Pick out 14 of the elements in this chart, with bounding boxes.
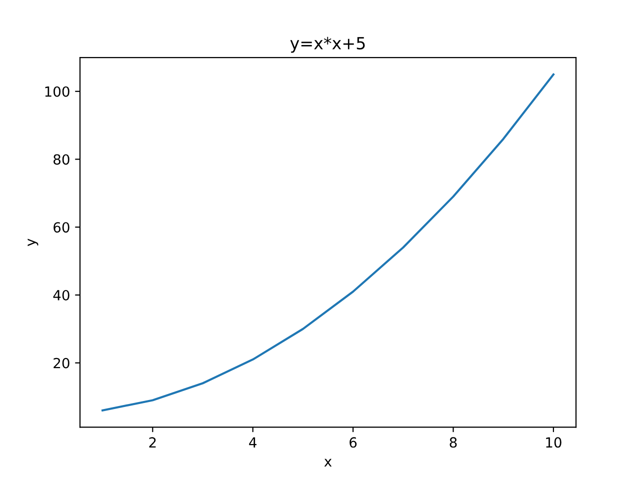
line-series — [102, 73, 554, 412]
y-axis-title: y — [28, 238, 38, 246]
x-tick-label: 4 — [249, 437, 256, 448]
x-tick-label: 8 — [450, 437, 457, 448]
y-tick-label: 100 — [45, 86, 70, 97]
x-tick-label: 2 — [149, 437, 156, 448]
x-tick-label: 6 — [350, 437, 357, 448]
y-tick-label: 40 — [53, 290, 70, 300]
y-tick-label: 60 — [54, 222, 70, 233]
chart-title: y=x*x+5 — [290, 36, 365, 53]
x-tick-label: 10 — [546, 437, 562, 448]
y-tick-label: 20 — [54, 358, 70, 368]
x-axis-title: x — [324, 458, 332, 466]
y-tick-label: 80 — [54, 154, 70, 165]
